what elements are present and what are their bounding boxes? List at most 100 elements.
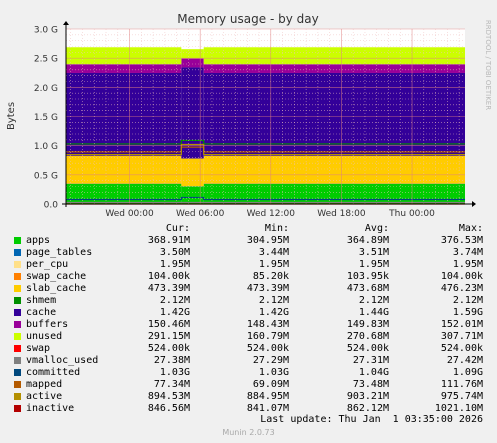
legend-value: 1.42G	[258, 307, 289, 318]
legend-series-name: swap	[26, 343, 51, 354]
legend-series-name: committed	[26, 367, 81, 378]
area-apps	[203, 183, 466, 204]
area-cache	[66, 72, 182, 156]
area-slab-cache	[203, 155, 466, 184]
legend-value: 368.91M	[147, 235, 190, 246]
legend-row-page-tables: page_tables 3.50M 3.44M 3.51M 3.74M	[0, 247, 497, 259]
legend-value: 524.00k	[147, 343, 190, 354]
legend-row-mapped: mapped 77.34M 69.09M 73.48M 111.76M	[0, 379, 497, 391]
area-slab-cache	[66, 155, 182, 184]
y-tick-label: 2.0 G	[34, 84, 58, 94]
legend-series-name: shmem	[26, 295, 57, 306]
legend-row-vmalloc-used: vmalloc_used 27.38M 27.29M 27.31M 27.42M	[0, 355, 497, 367]
area-cache	[181, 67, 204, 159]
munin-version: Munin 2.0.73	[222, 428, 275, 437]
legend-value: 73.48M	[352, 379, 389, 390]
legend-swatch	[14, 405, 21, 412]
legend-value: 476.23M	[440, 283, 483, 294]
rrdtool-side-label: RRDTOOL / TOBI OETIKER	[484, 20, 492, 110]
legend-value: 148.43M	[246, 319, 289, 330]
legend-header-cur: Cur:	[165, 223, 190, 234]
legend-row-swap-cache: swap_cache 104.00k 85.20k 103.95k 104.00k	[0, 271, 497, 283]
legend-value: 1.03G	[159, 367, 190, 378]
legend-value: 3.44M	[258, 247, 289, 258]
legend-value: 27.42M	[446, 355, 483, 366]
legend-value: 1.44G	[358, 307, 389, 318]
legend-series-name: per_cpu	[26, 259, 69, 270]
area-unused	[66, 47, 182, 65]
legend-swatch	[14, 393, 21, 400]
legend-header-max: Max:	[458, 223, 483, 234]
legend-value: 77.34M	[153, 379, 190, 390]
x-tick-label: Wed 12:00	[247, 209, 296, 219]
legend-row-buffers: buffers 150.46M 148.43M 149.83M 152.01M	[0, 319, 497, 331]
y-tick-label: 3.0 G	[34, 26, 58, 36]
legend-value: 1.42G	[159, 307, 190, 318]
legend-swatch	[14, 333, 21, 340]
legend-series-name: active	[26, 391, 63, 402]
y-tick-label: 1.5 G	[34, 113, 58, 123]
legend-value: 1.03G	[258, 367, 289, 378]
area-slab-cache	[181, 158, 204, 187]
legend-value: 111.76M	[440, 379, 483, 390]
legend-value: 1.95M	[358, 259, 389, 270]
legend-series-name: unused	[26, 331, 63, 342]
legend-swatch	[14, 369, 21, 376]
legend-swatch	[14, 249, 21, 256]
area-apps	[66, 183, 182, 204]
y-axis-arrow	[63, 21, 69, 25]
legend-row-apps: apps 368.91M 304.95M 364.89M 376.53M	[0, 235, 497, 247]
legend-value: 1021.10M	[434, 403, 483, 414]
legend-value: 473.39M	[246, 283, 289, 294]
x-tick-label: Thu 00:00	[388, 209, 435, 219]
legend-value: 307.71M	[440, 331, 483, 342]
legend-value: 884.95M	[246, 391, 289, 402]
legend-value: 975.74M	[440, 391, 483, 402]
legend-value: 524.00k	[246, 343, 289, 354]
legend-row-unused: unused 291.15M 160.79M 270.68M 307.71M	[0, 331, 497, 343]
legend-value: 69.09M	[252, 379, 289, 390]
legend-value: 524.00k	[346, 343, 389, 354]
legend-value: 2.12M	[159, 295, 190, 306]
legend-value: 1.95M	[159, 259, 190, 270]
legend-swatch	[14, 285, 21, 292]
legend-value: 103.95k	[346, 271, 389, 282]
legend-series-name: page_tables	[26, 247, 93, 258]
legend-value: 524.00k	[440, 343, 483, 354]
line-active	[66, 146, 465, 153]
line-inactive	[66, 143, 465, 156]
legend-swatch	[14, 345, 21, 352]
legend-swatch	[14, 381, 21, 388]
y-tick-label: 1.0 G	[34, 142, 58, 152]
legend-value: 903.21M	[346, 391, 389, 402]
x-tick-labels: Wed 00:00 Wed 06:00 Wed 12:00 Wed 18:00 Thu …	[105, 209, 435, 219]
legend-value: 841.07M	[246, 403, 289, 414]
y-axis-label: Bytes	[6, 102, 17, 130]
legend-row-committed: committed 1.03G 1.03G 1.04G 1.09G	[0, 367, 497, 379]
legend-value: 1.09G	[452, 367, 483, 378]
legend-series-name: inactive	[26, 403, 75, 414]
area-apps	[181, 186, 204, 204]
legend-value: 104.00k	[440, 271, 483, 282]
y-tick-label: 0.5 G	[34, 171, 58, 181]
legend-row-active: active 894.53M 884.95M 903.21M 975.74M	[0, 391, 497, 403]
legend-value: 3.74M	[452, 247, 483, 258]
legend-row-shmem: shmem 2.12M 2.12M 2.12M 2.12M	[0, 295, 497, 307]
legend-swatch	[14, 261, 21, 268]
x-tick-label: Wed 18:00	[317, 209, 366, 219]
legend-row-per-cpu: per_cpu 1.95M 1.95M 1.95M 1.95M	[0, 259, 497, 271]
legend-value: 1.95M	[258, 259, 289, 270]
line-mapped	[66, 196, 465, 201]
legend-swatch	[14, 321, 21, 328]
chart-title: Memory usage - by day	[177, 12, 318, 26]
legend-series-name: buffers	[26, 319, 69, 330]
legend-row-cache: cache 1.42G 1.42G 1.44G 1.59G	[0, 307, 497, 319]
legend-swatch	[14, 357, 21, 364]
legend-value: 3.51M	[358, 247, 389, 258]
legend-header-min: Min:	[264, 223, 289, 234]
area-buffers	[181, 58, 204, 68]
legend-value: 1.04G	[358, 367, 389, 378]
last-update: Last update: Thu Jan 1 03:35:00 2026	[260, 414, 483, 425]
legend-value: 27.31M	[352, 355, 389, 366]
